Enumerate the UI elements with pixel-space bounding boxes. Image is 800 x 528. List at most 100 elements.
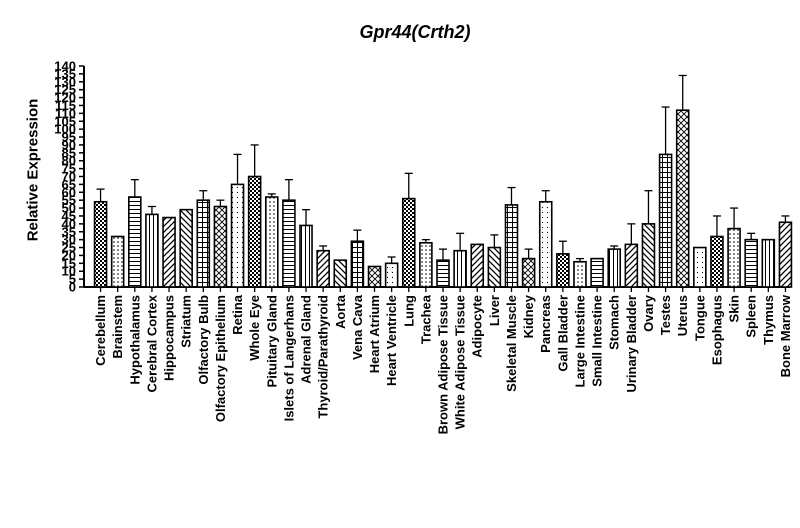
bar [316, 249, 330, 288]
x-tick-label: Brown Adipose Tissue [436, 295, 451, 434]
y-tick-label: 65 [62, 177, 76, 192]
x-tick-label: Olfactory Bulb [196, 295, 211, 385]
x-tick-label: Trachea [418, 294, 433, 344]
bar [521, 257, 536, 288]
x-tick-label: Kidney [521, 294, 536, 338]
y-tick-label: 75 [62, 161, 76, 176]
bar [556, 253, 570, 288]
y-tick-label: 55 [62, 193, 76, 208]
bar [179, 208, 193, 288]
x-tick-label: Aorta [333, 294, 348, 329]
y-tick-label: 25 [62, 240, 76, 255]
x-tick-label: Large Intestine [572, 295, 587, 387]
x-tick-label: Vena Cava [350, 294, 365, 360]
bar [504, 204, 519, 288]
x-tick-label: Adrenal Gland [299, 295, 314, 384]
bar [384, 262, 399, 288]
bar [624, 243, 639, 288]
bar [213, 205, 228, 288]
bar [641, 223, 656, 288]
x-tick-label: Islets of Langerhans [281, 295, 296, 421]
bar [230, 183, 245, 288]
bar [264, 196, 279, 288]
y-tick-label: 5 [69, 272, 76, 287]
y-tick-label: 0 [69, 280, 76, 295]
x-tick-label: Bone Marrow [778, 294, 793, 377]
x-tick-label: Skin [727, 295, 742, 323]
x-tick-label: Cerebellum [93, 295, 108, 366]
x-tick-label: Testes [658, 295, 673, 335]
bar [538, 200, 553, 288]
x-tick-label: Pancreas [538, 295, 553, 353]
x-tick-label: Uterus [675, 295, 690, 336]
bar [727, 227, 741, 288]
y-tick-label: 115 [55, 98, 76, 113]
x-tick-label: Small Intestine [590, 295, 605, 387]
x-tick-label: Cerebral Cortex [144, 294, 159, 392]
bar [128, 196, 142, 288]
bar [162, 216, 176, 288]
y-tick-label: 95 [62, 130, 76, 145]
y-tick-label: 85 [62, 145, 76, 160]
bar [710, 235, 724, 288]
y-tick-label: 125 [54, 82, 76, 97]
bar [607, 248, 622, 288]
bar [436, 259, 450, 288]
chart-title: Gpr44(Crth2) [359, 22, 471, 42]
x-tick-label: Thyroid/Parathyroid [316, 295, 331, 419]
x-tick-label: White Adipose Tissue [453, 295, 468, 429]
bar [93, 200, 108, 288]
x-tick-label: Pituitary Gland [264, 295, 279, 388]
x-tick-label: Stomach [607, 295, 622, 350]
bar [778, 221, 793, 288]
x-tick-label: Lung [401, 295, 416, 327]
x-tick-label: Adipocyte [470, 295, 485, 358]
y-tick-label: 40 [62, 216, 76, 231]
bar [350, 240, 365, 288]
bar [282, 199, 296, 288]
y-tick-label: 90 [62, 137, 76, 152]
bar [401, 197, 416, 288]
x-tick-label: Whole Eye [247, 295, 262, 361]
bar [367, 265, 382, 288]
bar [196, 199, 211, 288]
bar [744, 238, 758, 288]
y-tick-label: 15 [62, 256, 76, 271]
bar [145, 213, 159, 288]
y-tick-label: 60 [62, 185, 76, 200]
x-tick-label: Olfactory Epithelium [213, 295, 228, 422]
bar [299, 224, 313, 288]
bar [333, 259, 348, 288]
y-tick-label: 140 [54, 59, 76, 74]
x-tick-label: Skeletal Muscle [504, 295, 519, 392]
bar [487, 246, 502, 288]
y-tick-label: 30 [62, 232, 76, 247]
x-tick-label: Retina [230, 294, 245, 335]
y-tick-label: 35 [62, 224, 76, 239]
y-tick-label: 20 [62, 248, 76, 263]
y-tick-label: 130 [54, 74, 76, 89]
x-tick-label: Liver [487, 295, 502, 326]
bar [247, 175, 262, 288]
x-tick-label: Heart Ventricle [384, 295, 399, 386]
y-tick-label: 105 [54, 114, 76, 129]
y-tick-label: 80 [62, 153, 76, 168]
x-tick-label: Hypothalamus [127, 295, 142, 385]
x-tick-label: Heart Atrium [367, 295, 382, 373]
x-tick-label: Thymus [761, 295, 776, 345]
y-tick-label: 10 [62, 264, 76, 279]
bar [675, 109, 690, 288]
bar [761, 238, 776, 288]
x-tick-label: Striatum [179, 295, 194, 348]
bar [453, 249, 467, 288]
x-tick-label: Brainstem [110, 295, 125, 359]
bar [573, 260, 587, 288]
y-tick-label: 50 [62, 201, 76, 216]
y-tick-label: 45 [62, 208, 76, 223]
y-tick-label: 100 [54, 122, 76, 137]
y-tick-label: 135 [54, 66, 76, 81]
x-tick-label: Hippocampus [162, 295, 177, 381]
y-tick-label: 110 [55, 106, 76, 121]
